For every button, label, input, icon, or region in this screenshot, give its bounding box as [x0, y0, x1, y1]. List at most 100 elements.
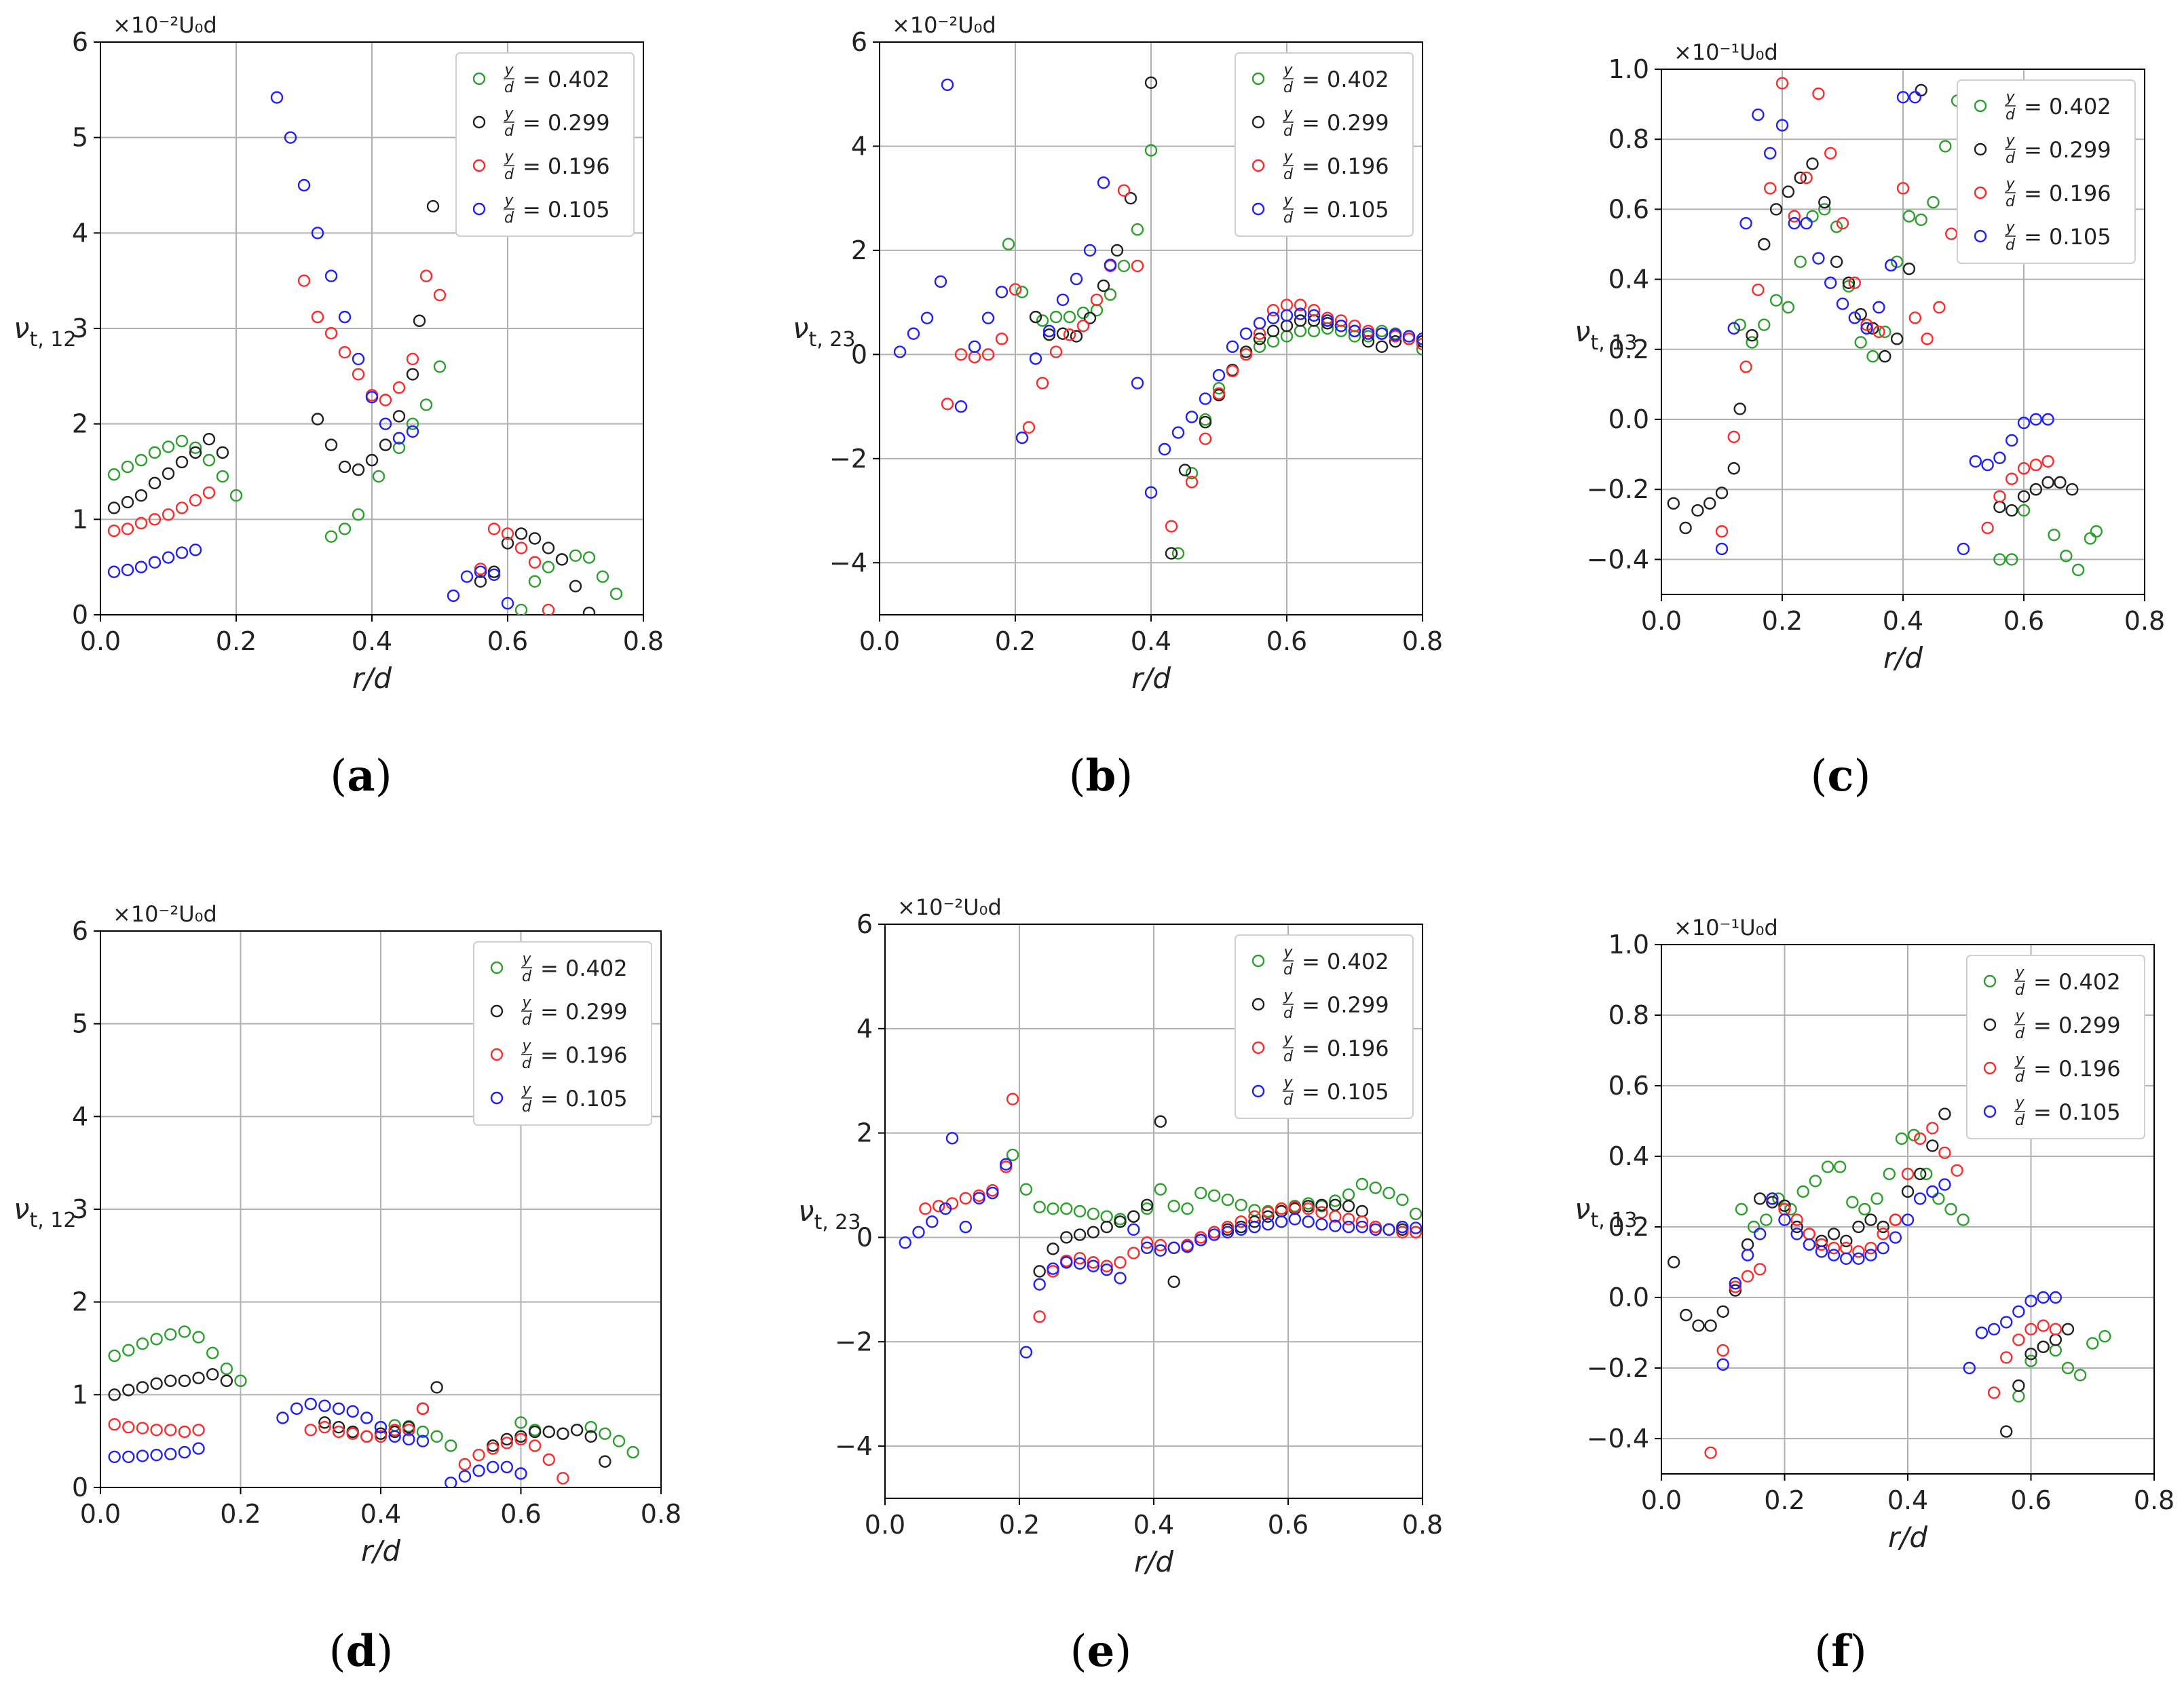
scatter-point	[1969, 455, 1982, 468]
scatter-point	[1073, 1204, 1087, 1218]
scatter-point	[1416, 343, 1423, 356]
scatter-point	[1253, 317, 1266, 330]
scatter-point	[164, 1447, 177, 1461]
scatter-point	[1908, 91, 1922, 104]
legend-frac-den: d	[2015, 1025, 2025, 1042]
scatter-point	[941, 78, 954, 92]
scatter-point	[1753, 1263, 1767, 1276]
legend-frac-num: y	[2014, 964, 2025, 981]
scatter-point	[1212, 382, 1226, 395]
scatter-point	[514, 603, 528, 615]
y-tick-label: −4	[835, 1431, 873, 1461]
scatter-point	[501, 537, 514, 550]
scatter-point	[1167, 1200, 1180, 1213]
legend-frac-den: d	[504, 79, 514, 96]
scatter-point	[1775, 119, 1789, 132]
scatter-point	[1262, 1218, 1275, 1231]
scatter-point	[1860, 318, 1873, 331]
x-tick-label: 0.8	[641, 1499, 681, 1529]
scatter-point	[1877, 1220, 1889, 1234]
panel-label: (f)	[1814, 1626, 1866, 1677]
legend-marker	[1251, 1041, 1265, 1055]
scatter-point	[1769, 203, 1783, 216]
legend-label: = 0.105	[2033, 1099, 2121, 1125]
scatter-point	[445, 1476, 457, 1487]
scatter-point	[1171, 547, 1185, 560]
scatter-point	[1131, 223, 1144, 236]
scatter-point	[121, 563, 134, 577]
scatter-point	[1194, 1186, 1207, 1200]
scatter-point	[164, 1374, 177, 1388]
scatter-point	[416, 1402, 430, 1416]
plot-frame	[1661, 69, 2145, 595]
scatter-point	[1056, 327, 1070, 340]
scatter-point	[1739, 216, 1752, 230]
scatter-point	[1848, 311, 1862, 324]
scatter-point	[107, 565, 121, 578]
scatter-point	[2049, 1291, 2063, 1304]
scatter-point	[1117, 259, 1131, 273]
scatter-point	[1667, 497, 1680, 510]
scatter-point	[162, 551, 175, 564]
scatter-point	[1739, 360, 1752, 373]
legend-frac-num: y	[2005, 132, 2015, 149]
scatter-point	[2005, 504, 2018, 517]
y-axis-label: νt, 13	[1575, 1192, 1637, 1232]
scatter-point	[1019, 1183, 1033, 1196]
scatter-point	[1864, 1213, 1877, 1226]
scatter-point	[189, 446, 202, 459]
y-tick-label: −0.2	[1587, 474, 1649, 504]
scatter-point	[1716, 1305, 1729, 1318]
scatter-point	[148, 513, 162, 526]
legend-label: = 0.402	[523, 67, 610, 92]
scatter-point	[1348, 324, 1361, 338]
scatter-point	[582, 551, 596, 564]
scatter-point	[1221, 1220, 1235, 1234]
scatter-point	[413, 314, 426, 327]
legend-label: = 0.299	[1302, 992, 1389, 1018]
scatter-point	[2012, 1305, 2025, 1318]
x-tick-label: 0.6	[487, 626, 528, 656]
legend-label: = 0.402	[1302, 67, 1389, 92]
scatter-point	[192, 1442, 205, 1455]
legend-frac-num: y	[504, 149, 514, 166]
scatter-point	[1926, 1139, 1939, 1152]
legend-marker	[1251, 202, 1265, 216]
scatter-point	[542, 561, 555, 573]
scatter-point	[1321, 314, 1334, 327]
x-tick-label: 0.6	[2010, 1485, 2051, 1515]
scatter-point	[2025, 1294, 2037, 1308]
scatter-point	[487, 568, 501, 582]
scatter-point	[202, 453, 216, 467]
legend-label: = 0.196	[2033, 1056, 2121, 1082]
scatter-point	[1957, 542, 1970, 556]
x-tick-label: 0.0	[865, 1510, 905, 1540]
scatter-point	[1382, 1186, 1395, 1200]
scatter-point	[108, 1349, 121, 1363]
scatter-point	[1117, 184, 1131, 197]
scatter-point	[1042, 328, 1056, 341]
scatter-point	[1207, 1228, 1221, 1241]
panel-label: (c)	[1811, 751, 1871, 801]
scatter-point	[1221, 1226, 1235, 1238]
scatter-point	[542, 1453, 555, 1466]
y-axis-label: νt, 12	[14, 1192, 76, 1232]
scatter-point	[122, 1344, 135, 1356]
y-tick-label: 4	[856, 1014, 873, 1044]
scatter-point	[1809, 1175, 1822, 1188]
legend-box	[455, 52, 635, 237]
scatter-point	[1019, 1346, 1033, 1359]
legend-marker	[1251, 72, 1265, 86]
scatter-point	[1083, 244, 1097, 257]
scatter-point	[570, 1424, 584, 1437]
x-axis-label: r/d	[352, 662, 392, 695]
x-tick-label: 0.6	[500, 1499, 541, 1529]
x-tick-label: 0.6	[1268, 1510, 1308, 1540]
x-tick-label: 0.6	[1266, 626, 1307, 656]
y-tick-label: 2	[72, 1287, 88, 1317]
scatter-point	[612, 1435, 626, 1447]
legend-box	[473, 941, 652, 1126]
scatter-point	[2017, 490, 2031, 503]
y-axis-label: νt, 23	[798, 1194, 861, 1234]
x-tick-label: 0.4	[1883, 606, 1923, 636]
